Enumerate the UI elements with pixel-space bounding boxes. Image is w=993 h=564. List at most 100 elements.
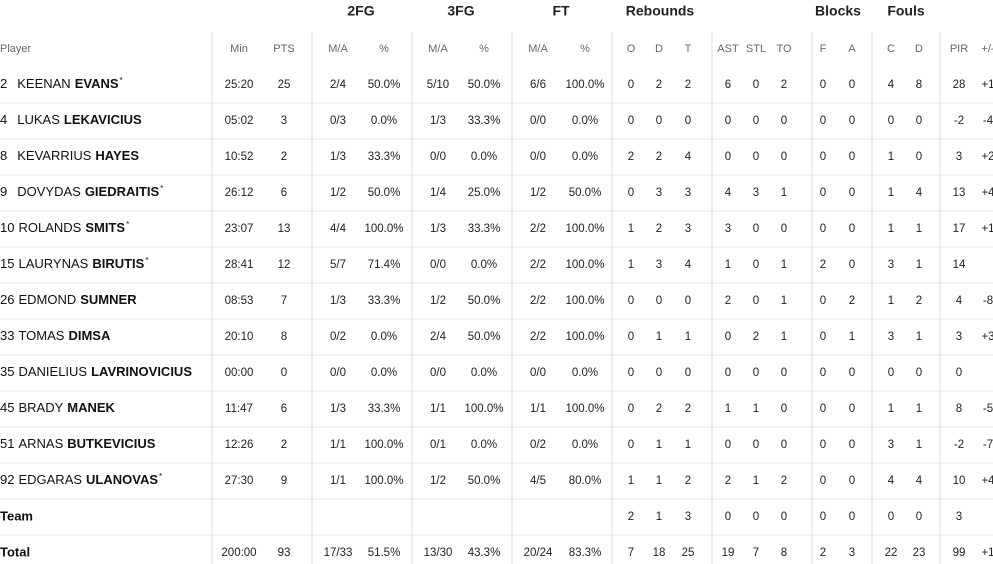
stat-cell: 2: [656, 151, 662, 163]
stat-cell: 0: [820, 367, 826, 379]
stat-cell: 3: [849, 547, 855, 559]
stat-cell: 0: [753, 295, 759, 307]
stat-cell: 50.0%: [468, 331, 501, 343]
stat-cell: 2: [685, 403, 691, 415]
stat-cell: 0: [820, 439, 826, 451]
stat-cell: 2: [656, 223, 662, 235]
stat-cell: 6: [281, 403, 287, 415]
stat-cell: 2: [628, 511, 634, 523]
stat-cell: +3: [981, 331, 993, 343]
stat-cell: 3: [753, 187, 759, 199]
stat-cell: 1/1: [530, 403, 546, 415]
stat-cell: 0/0: [430, 151, 446, 163]
player-name: 92 EDGARAS ULANOVAS*: [0, 472, 162, 487]
stat-cell: 0: [849, 475, 855, 487]
stat-cell: 50.0%: [468, 295, 501, 307]
stat-cell: 50.0%: [468, 79, 501, 91]
stat-cell: 2: [916, 295, 922, 307]
stat-cell: 0/2: [530, 439, 546, 451]
group-header: Fouls: [887, 3, 925, 19]
stat-cell: 1: [685, 439, 691, 451]
stat-cell: 2: [725, 295, 731, 307]
player-number: 4: [0, 112, 7, 127]
stat-cell: 20/24: [524, 547, 553, 559]
stat-cell: -8: [983, 295, 993, 307]
stat-cell: 0: [888, 115, 894, 127]
stat-cell: 1: [656, 511, 662, 523]
stat-cell: 0: [753, 79, 759, 91]
player-last-name: EVANS: [75, 76, 119, 91]
stat-cell: 0: [849, 511, 855, 523]
starter-mark: *: [145, 256, 148, 265]
stat-cell: 2: [628, 151, 634, 163]
stat-cell: 0: [820, 115, 826, 127]
stat-cell: 0.0%: [371, 367, 397, 379]
player-number: 35: [0, 364, 14, 379]
stat-cell: 0.0%: [371, 115, 397, 127]
stat-cell: 33.3%: [468, 223, 501, 235]
stat-cell: 2/2: [530, 331, 546, 343]
stat-cell: 0: [725, 439, 731, 451]
stat-cell: 4: [916, 187, 923, 199]
stat-cell: 7: [628, 547, 634, 559]
stat-cell: 0.0%: [471, 439, 497, 451]
column-header: PIR: [950, 43, 968, 55]
stat-cell: 1: [685, 331, 691, 343]
player-first-name: KEVARRIUS: [17, 148, 91, 163]
stat-cell: 23: [913, 547, 926, 559]
column-header: %: [479, 43, 489, 55]
group-header: Rebounds: [626, 3, 695, 19]
stat-cell: 1: [753, 475, 759, 487]
stat-cell: 08:53: [225, 295, 254, 307]
stat-cell: 33.3%: [368, 295, 401, 307]
stat-cell: 1: [888, 187, 894, 199]
stat-cell: 4/5: [530, 475, 546, 487]
stat-cell: 0: [656, 295, 662, 307]
stat-cell: 100.0%: [565, 331, 604, 343]
stat-cell: 0: [849, 259, 855, 271]
stat-cell: 0: [849, 439, 855, 451]
stat-cell: 1: [781, 259, 787, 271]
player-first-name: BRADY: [18, 400, 63, 415]
stat-cell: 80.0%: [569, 475, 602, 487]
stat-cell: 22: [885, 547, 898, 559]
stat-cell: 0: [820, 295, 826, 307]
stat-cell: 0.0%: [371, 331, 397, 343]
player-name: 33 TOMAS DIMSA: [0, 328, 111, 343]
stat-cell: 1/2: [430, 295, 446, 307]
player-name: 51 ARNAS BUTKEVICIUS: [0, 436, 156, 451]
stat-cell: 50.0%: [569, 187, 602, 199]
stat-cell: +1: [981, 223, 993, 235]
stat-cell: 1: [781, 295, 787, 307]
stat-cell: 2: [849, 295, 855, 307]
stat-cell: 1/1: [430, 403, 446, 415]
stat-cell: 2: [281, 151, 287, 163]
stat-cell: 0: [725, 115, 731, 127]
stat-cell: +2: [981, 151, 993, 163]
stat-cell: 6/6: [530, 79, 546, 91]
stat-cell: 0: [753, 151, 759, 163]
stat-cell: -2: [954, 439, 964, 451]
player-last-name: LAVRINOVICIUS: [91, 364, 192, 379]
column-header: TO: [776, 43, 792, 55]
stat-cell: -4: [983, 115, 993, 127]
column-header: %: [580, 43, 590, 55]
column-header: Min: [230, 43, 248, 55]
stat-cell: 0: [753, 511, 759, 523]
stat-cell: 83.3%: [569, 547, 602, 559]
stat-cell: 0: [753, 439, 759, 451]
stat-cell: 4: [916, 475, 923, 487]
stat-cell: 0: [685, 367, 691, 379]
stat-cell: 1/2: [530, 187, 546, 199]
stat-cell: 0: [916, 151, 922, 163]
stat-cell: 0: [820, 511, 826, 523]
stat-cell: 0/0: [330, 367, 346, 379]
stat-cell: 25:20: [225, 79, 254, 91]
stat-cell: 10:52: [225, 151, 254, 163]
player-last-name: BUTKEVICIUS: [67, 436, 155, 451]
stat-cell: 0/3: [330, 115, 346, 127]
stat-cell: 0: [685, 295, 691, 307]
stat-cell: 0: [656, 115, 662, 127]
stat-cell: 1: [725, 259, 731, 271]
stat-cell: 0: [725, 151, 731, 163]
